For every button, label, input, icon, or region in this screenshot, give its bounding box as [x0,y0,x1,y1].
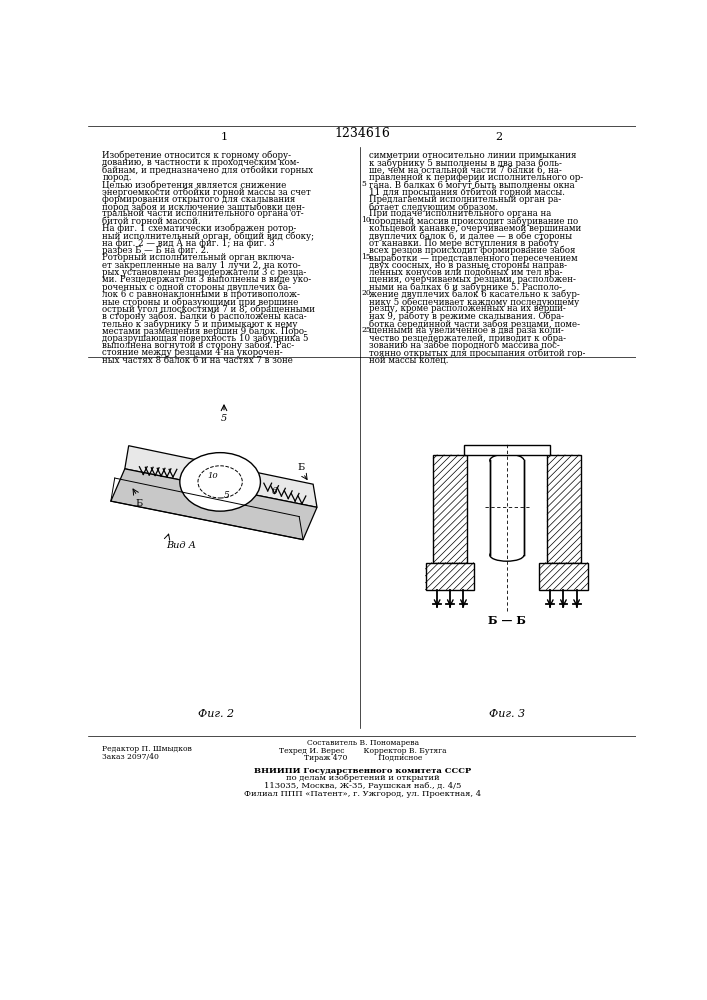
Text: симметрии относительно линии примыкания: симметрии относительно линии примыкания [369,151,576,160]
Text: формирования открытого для скалывания: формирования открытого для скалывания [103,195,296,204]
Text: местами размещения вершин 9 балок. Поро-: местами размещения вершин 9 балок. Поро- [103,326,308,336]
Text: тельно к забурнику 5 и примыкают к нему: тельно к забурнику 5 и примыкают к нему [103,319,298,329]
Text: рых установлены резцедержатели 3 с резца-: рых установлены резцедержатели 3 с резца… [103,268,307,277]
Text: чество резцедержателей, приводит к обра-: чество резцедержателей, приводит к обра- [369,334,566,343]
Ellipse shape [180,453,260,511]
Text: 1: 1 [221,132,228,142]
Text: кольцевой канавке, очерчиваемой вершинами: кольцевой канавке, очерчиваемой вершинам… [369,224,581,233]
Text: Б — Б: Б — Б [488,615,526,626]
Text: Фиг. 3: Фиг. 3 [489,709,525,719]
Text: стояние между резцами 4 на укорочен-: стояние между резцами 4 на укорочен- [103,348,283,357]
Text: Фиг. 2: Фиг. 2 [198,709,234,719]
Bar [539,563,588,590]
Text: жение двуплечих балок 6 касательно к забур-: жение двуплечих балок 6 касательно к заб… [369,290,580,299]
Text: Составитель В. Пономарева: Составитель В. Пономарева [307,739,419,747]
Text: ми. Резцедержатели 3 выполнены в виде уко-: ми. Резцедержатели 3 выполнены в виде ук… [103,275,312,284]
Text: правленной к периферии исполнительного ор-: правленной к периферии исполнительного о… [369,173,583,182]
Text: Тираж 470             Подписное: Тираж 470 Подписное [303,754,422,762]
Text: ботка серединной части забоя резцами, поме-: ботка серединной части забоя резцами, по… [369,319,580,329]
Text: 15: 15 [361,253,371,261]
Text: в сторону забоя. Балки 6 расположены каса-: в сторону забоя. Балки 6 расположены кас… [103,312,307,321]
Text: На фиг. 1 схематически изображен ротор-: На фиг. 1 схематически изображен ротор- [103,224,296,233]
Bar [426,563,474,590]
Text: ный исполнительный орган, общий вид сбоку;: ный исполнительный орган, общий вид сбок… [103,231,315,241]
Text: ной массы колец.: ной массы колец. [369,356,448,365]
Text: роченных с одной стороны двуплечих ба-: роченных с одной стороны двуплечих ба- [103,282,291,292]
Text: всех резцов происходит формирование забоя: всех резцов происходит формирование забо… [369,246,575,255]
Text: ет закрепленные на валу 1 лучи 2, на кото-: ет закрепленные на валу 1 лучи 2, на кот… [103,261,301,270]
Text: лок 6 с равнонаклонными в противополож-: лок 6 с равнонаклонными в противополож- [103,290,300,299]
Text: Вид А: Вид А [166,541,197,550]
Text: 5: 5 [361,180,366,188]
Text: При подаче исполнительного органа на: При подаче исполнительного органа на [369,209,551,218]
Text: щения, очерчиваемых резцами, расположен-: щения, очерчиваемых резцами, расположен- [369,275,575,284]
Text: зованию на забое породного массива пос-: зованию на забое породного массива пос- [369,341,560,350]
Text: к забурнику 5 выполнены в два раза боль-: к забурнику 5 выполнены в два раза боль- [369,158,562,168]
Ellipse shape [490,549,524,561]
Text: выполнена вогнутой в сторону забоя. Рас-: выполнена вогнутой в сторону забоя. Рас- [103,341,294,350]
Text: на фиг. 2 — вид А на фиг. 1; на фиг. 3: на фиг. 2 — вид А на фиг. 1; на фиг. 3 [103,239,275,248]
Text: доразрушающая поверхность 10 забурника 5: доразрушающая поверхность 10 забурника 5 [103,334,309,343]
Text: Заказ 2097/40: Заказ 2097/40 [103,753,159,761]
Text: выработки — представленного пересечением: выработки — представленного пересечением [369,253,578,263]
Text: 5: 5 [223,491,229,500]
Text: 25: 25 [361,326,371,334]
Polygon shape [125,446,317,507]
Polygon shape [111,469,317,540]
Text: ными на балках 6 и забурнике 5. Располо-: ными на балках 6 и забурнике 5. Располо- [369,282,562,292]
Text: ботает следующим образом.: ботает следующим образом. [369,202,498,212]
Text: разрез Б — Б на фиг. 2.: разрез Б — Б на фиг. 2. [103,246,209,255]
Text: 11 для просыпания отбитой горной массы.: 11 для просыпания отбитой горной массы. [369,187,565,197]
Text: ных частях 8 балок 6 и на частях 7 в зоне: ных частях 8 балок 6 и на частях 7 в зон… [103,356,293,365]
Text: 6: 6 [271,487,277,496]
Text: байнам, и предназначено для отбойки горных: байнам, и предназначено для отбойки горн… [103,165,313,175]
Bar [490,460,524,555]
Text: Предлагаемый исполнительный орган ра-: Предлагаемый исполнительный орган ра- [369,195,561,204]
Text: битой горной массой.: битой горной массой. [103,217,201,226]
Text: Роторный исполнительный орган включа-: Роторный исполнительный орган включа- [103,253,295,262]
Text: ше, чем на остальной части 7 балки 6, на-: ше, чем на остальной части 7 балки 6, на… [369,165,561,174]
Text: 10: 10 [207,472,218,480]
Text: нику 5 обеспечивает каждому последующему: нику 5 обеспечивает каждому последующему [369,297,579,307]
Text: породный массив происходит забуривание по: породный массив происходит забуривание п… [369,217,578,226]
Text: резцу, кроме расположенных на их верши-: резцу, кроме расположенных на их верши- [369,304,566,313]
Text: тоянно открытых для просыпания отбитой гор-: тоянно открытых для просыпания отбитой г… [369,348,585,358]
Text: ленных конусов или подобных им тел вра-: ленных конусов или подобных им тел вра- [369,268,563,277]
Text: Изобретение относится к горному обору-: Изобретение относится к горному обору- [103,151,291,160]
Text: ные стороны и образующими при вершине: ные стороны и образующими при вершине [103,297,298,307]
Text: Б: Б [298,463,305,472]
Text: 2: 2 [496,132,503,142]
Text: энергоемкости отбойки горной массы за счет: энергоемкости отбойки горной массы за сч… [103,187,311,197]
Text: острый угол плоскостями 7 и 8, обращенными: острый угол плоскостями 7 и 8, обращенны… [103,304,315,314]
Text: щенными на увеличенное в два раза коли-: щенными на увеличенное в два раза коли- [369,326,563,335]
Ellipse shape [490,454,524,466]
Bar [433,455,467,563]
Text: пород забоя и исключение заштыбовки цен-: пород забоя и исключение заштыбовки цен- [103,202,305,212]
Text: гана. В балках 6 могут быть выполнены окна: гана. В балках 6 могут быть выполнены ок… [369,180,575,190]
Text: ВНИИПИ Государственного комитета СССР: ВНИИПИ Государственного комитета СССР [254,767,472,775]
Text: от канавки. По мере вступления в работу: от канавки. По мере вступления в работу [369,239,559,248]
Text: Филиал ППП «Патент», г. Ужгород, ул. Проектная, 4: Филиал ППП «Патент», г. Ужгород, ул. Про… [244,790,481,798]
Text: 1234616: 1234616 [335,127,391,140]
Bar [464,445,549,455]
Text: Редактор П. Шмыдков: Редактор П. Шмыдков [103,745,192,753]
Text: нах 9, работу в режиме скалывания. Обра-: нах 9, работу в режиме скалывания. Обра- [369,312,564,321]
Text: тральной части исполнительного органа от-: тральной части исполнительного органа от… [103,209,304,218]
Text: 113035, Москва, Ж-35, Раушская наб., д. 4/5: 113035, Москва, Ж-35, Раушская наб., д. … [264,782,462,790]
Text: 20: 20 [361,289,371,297]
Text: 10: 10 [361,216,371,224]
Text: Б: Б [135,499,142,508]
Text: пород.: пород. [103,173,132,182]
Text: дованию, в частности к проходческим ком-: дованию, в частности к проходческим ком- [103,158,300,167]
Text: двуплечих балок 6, и далее — в обе стороны: двуплечих балок 6, и далее — в обе сторо… [369,231,572,241]
Text: Техред И. Верес        Корректор В. Бутяга: Техред И. Верес Корректор В. Бутяга [279,747,447,755]
Text: двух соосных, но в разные стороны направ-: двух соосных, но в разные стороны направ… [369,261,567,270]
Text: по делам изобретений и открытий: по делам изобретений и открытий [286,774,440,782]
Text: 5: 5 [221,414,227,423]
Bar [547,455,580,563]
Text: Целью изобретения является снижение: Целью изобретения является снижение [103,180,287,190]
